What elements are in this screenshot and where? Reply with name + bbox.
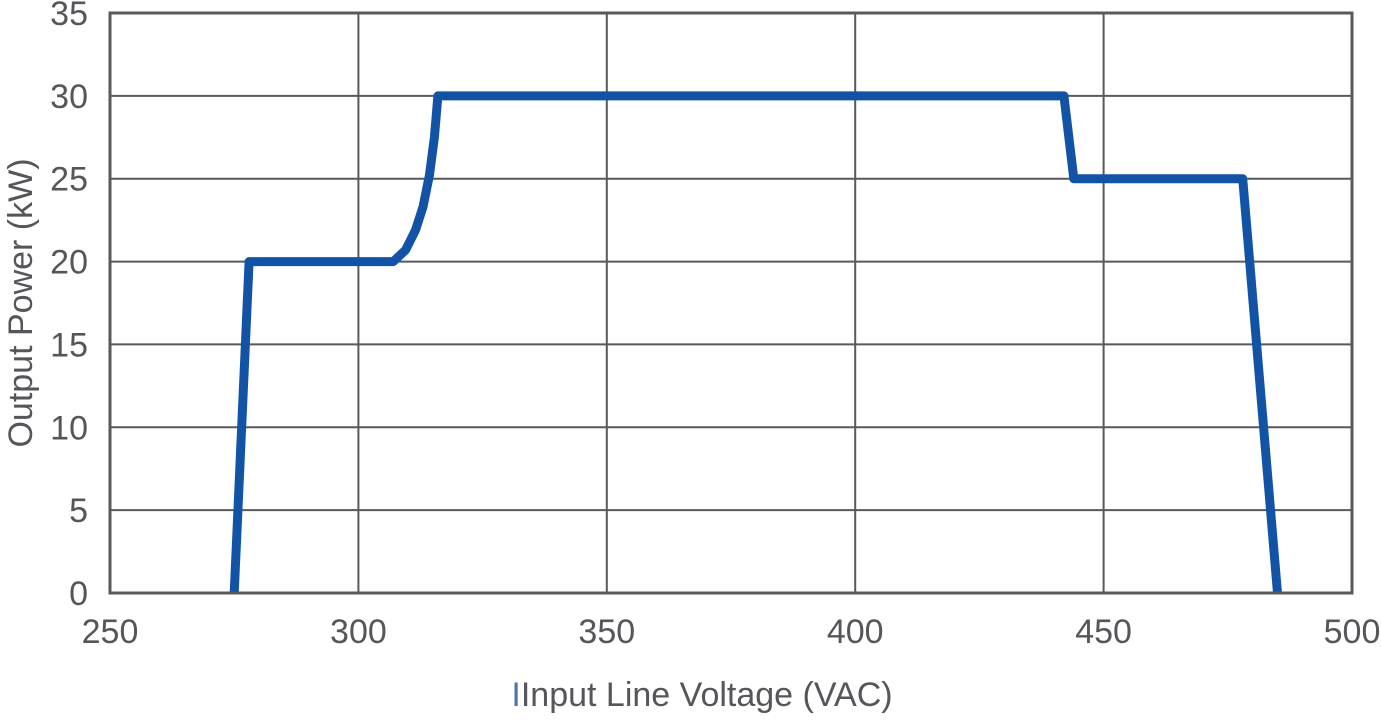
y-tick-label: 30: [50, 78, 88, 116]
y-axis-label: Output Power (kW): [2, 158, 40, 447]
x-tick-label: 250: [82, 613, 139, 651]
x-axis-label: IInput Line Voltage (VAC): [511, 676, 892, 714]
y-tick-labels: 0 5 10 15 20 25 30 35: [50, 0, 88, 613]
y-tick-label: 5: [69, 492, 88, 530]
x-axis-label-text: Input Line Voltage (VAC): [521, 676, 893, 714]
x-tick-label: 350: [578, 613, 635, 651]
x-tick-label: 400: [827, 613, 884, 651]
y-tick-label: 15: [50, 326, 88, 364]
x-tick-labels: 250 300 350 400 450 500: [82, 613, 1381, 651]
y-tick-label: 0: [69, 575, 88, 613]
y-tick-label: 35: [50, 0, 88, 33]
x-axis-label-cursor-glyph: I: [511, 676, 520, 714]
y-tick-label: 25: [50, 161, 88, 199]
y-tick-label: 10: [50, 409, 88, 447]
y-tick-label: 20: [50, 244, 88, 282]
series-line-output-power: [229, 91, 1282, 594]
x-tick-label: 500: [1324, 613, 1381, 651]
data-series: [229, 91, 1282, 594]
plot-border: [108, 11, 1354, 595]
x-tick-label: 300: [330, 613, 387, 651]
x-tick-label: 450: [1075, 613, 1132, 651]
